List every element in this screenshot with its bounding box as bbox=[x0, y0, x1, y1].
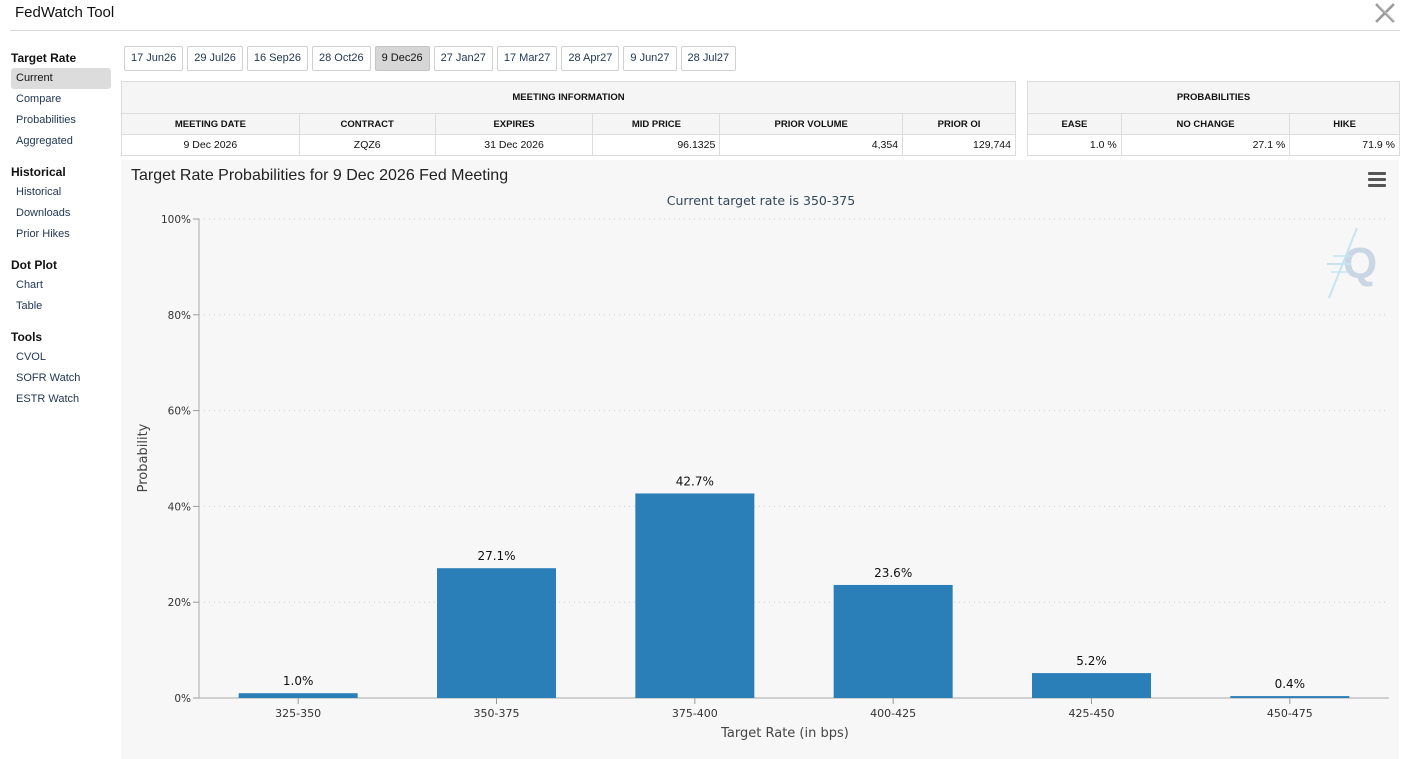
sidebar-gap bbox=[11, 245, 111, 255]
sidebar-item-probabilities[interactable]: Probabilities bbox=[16, 114, 76, 126]
col-contract: CONTRACT bbox=[298, 113, 436, 135]
cell-no-change: 27.1 % bbox=[1120, 134, 1291, 156]
bar-value-label: 0.4% bbox=[1275, 677, 1306, 691]
bar-value-label: 27.1% bbox=[477, 549, 515, 563]
bar-450-475 bbox=[1230, 696, 1350, 698]
chart-subtitle: Current target rate is 350-375 bbox=[666, 193, 856, 208]
chart-panel: Target Rate Probabilities for 9 Dec 2026… bbox=[121, 160, 1399, 759]
cell-hike: 71.9 % bbox=[1289, 134, 1400, 156]
tab-meeting-16-sep26[interactable]: 16 Sep26 bbox=[246, 46, 308, 71]
bar-400-425 bbox=[833, 584, 953, 698]
bar-value-label: 1.0% bbox=[283, 674, 314, 688]
chart-title: Target Rate Probabilities for 9 Dec 2026… bbox=[131, 167, 509, 184]
sidebar-group-title: Tools bbox=[11, 330, 43, 344]
sidebar-item-table[interactable]: Table bbox=[16, 300, 43, 312]
close-icon[interactable] bbox=[1374, 2, 1398, 26]
tab-meeting-17-mar27[interactable]: 17 Mar27 bbox=[496, 46, 558, 71]
y-tick-label: 0% bbox=[174, 693, 191, 705]
tab-meeting-27-jan27[interactable]: 27 Jan27 bbox=[433, 46, 493, 71]
sidebar-item-cvol[interactable]: CVOL bbox=[16, 351, 46, 363]
sidebar-item-compare[interactable]: Compare bbox=[16, 93, 62, 105]
tab-meeting-9-jun27[interactable]: 9 Jun27 bbox=[623, 46, 677, 71]
y-tick-label: 40% bbox=[168, 501, 191, 513]
tab-meeting-17-jun26[interactable]: 17 Jun26 bbox=[124, 46, 184, 71]
cell-ease: 1.0 % bbox=[1027, 134, 1122, 156]
col-no-change: NO CHANGE bbox=[1120, 113, 1291, 135]
col-expires: EXPIRES bbox=[434, 113, 594, 135]
probabilities-table: PROBABILITIES EASE NO CHANGE HIKE 1.0 % … bbox=[1027, 81, 1400, 156]
cell-expires: 31 Dec 2026 bbox=[434, 134, 594, 156]
cell-contract: ZQZ6 bbox=[298, 134, 436, 156]
sidebar-item-sofr-watch[interactable]: SOFR Watch bbox=[16, 372, 81, 384]
col-ease: EASE bbox=[1027, 113, 1122, 135]
app-title: FedWatch Tool bbox=[15, 4, 115, 21]
cell-prior-oi: 129,744 bbox=[902, 134, 1016, 156]
sidebar-item-prior-hikes[interactable]: Prior Hikes bbox=[16, 228, 70, 240]
x-tick-label: 425-450 bbox=[1069, 707, 1115, 720]
x-tick-label: 325-350 bbox=[275, 707, 321, 720]
y-tick-label: 100% bbox=[161, 214, 191, 226]
sidebar-group-title: Dot Plot bbox=[11, 258, 57, 272]
col-prior-oi: PRIOR OI bbox=[902, 113, 1016, 135]
probabilities-header: PROBABILITIES bbox=[1027, 81, 1400, 114]
title-bar: FedWatch Tool bbox=[0, 0, 1406, 31]
tab-meeting-29-jul26[interactable]: 29 Jul26 bbox=[187, 46, 243, 71]
x-tick-label: 450-475 bbox=[1267, 707, 1313, 720]
tab-meeting-28-jul27[interactable]: 28 Jul27 bbox=[680, 46, 737, 71]
x-tick-label: 400-425 bbox=[870, 707, 916, 720]
sidebar-group-title: Target Rate bbox=[11, 51, 77, 65]
meeting-information-header: MEETING INFORMATION bbox=[121, 81, 1016, 114]
col-mid-price: MID PRICE bbox=[592, 113, 721, 135]
probability-bar-chart: 0% 20% 40% 60% 80% 100% 1.0% 325-350 27.1% 350-37… bbox=[136, 214, 1389, 741]
sidebar-item-downloads[interactable]: Downloads bbox=[16, 207, 71, 219]
title-divider bbox=[10, 30, 1400, 31]
sidebar-item-historical[interactable]: Historical bbox=[16, 186, 62, 198]
tab-meeting-28-oct26[interactable]: 28 Oct26 bbox=[311, 46, 371, 71]
table-row: 1.0 % 27.1 % 71.9 % bbox=[1027, 134, 1400, 156]
sidebar-gap bbox=[11, 152, 111, 162]
bar-375-400 bbox=[635, 493, 755, 698]
x-axis-title: Target Rate (in bps) bbox=[720, 726, 849, 741]
tab-meeting-28-apr27[interactable]: 28 Apr27 bbox=[561, 46, 620, 71]
x-tick-label: 375-400 bbox=[672, 707, 718, 720]
cell-mid-price: 96.1325 bbox=[592, 134, 721, 156]
col-prior-volume: PRIOR VOLUME bbox=[719, 113, 904, 135]
y-axis-title: Probability bbox=[136, 423, 151, 492]
meeting-information-table: MEETING INFORMATION MEETING DATE CONTRAC… bbox=[121, 81, 1016, 156]
y-tick-label: 80% bbox=[168, 310, 191, 322]
hamburger-menu-icon[interactable] bbox=[1368, 172, 1386, 188]
sidebar-item-current[interactable]: Current bbox=[11, 68, 111, 89]
table-row: 9 Dec 2026 ZQZ6 31 Dec 2026 96.1325 4,35… bbox=[121, 134, 1016, 156]
col-meeting-date: MEETING DATE bbox=[121, 113, 300, 135]
col-hike: HIKE bbox=[1289, 113, 1400, 135]
sidebar-group-title: Historical bbox=[11, 165, 66, 179]
sidebar-item-estr-watch[interactable]: ESTR Watch bbox=[16, 393, 80, 405]
bar-425-450 bbox=[1032, 673, 1151, 698]
sidebar-gap bbox=[11, 317, 111, 327]
quikstrike-q-logo-icon: Q bbox=[1327, 227, 1377, 299]
cell-meeting-date: 9 Dec 2026 bbox=[121, 134, 300, 156]
bar-value-label: 23.6% bbox=[874, 566, 912, 580]
sidebar-item-chart[interactable]: Chart bbox=[16, 279, 43, 291]
cell-prior-volume: 4,354 bbox=[719, 134, 904, 156]
tab-meeting-9-dec26[interactable]: 9 Dec26 bbox=[374, 46, 430, 71]
bar-350-375 bbox=[437, 568, 556, 698]
bar-value-label: 42.7% bbox=[676, 474, 714, 488]
bar-value-label: 5.2% bbox=[1076, 654, 1107, 668]
bar-325-350 bbox=[238, 693, 358, 698]
sidebar-nav: Target Rate Current Compare Probabilities Ag… bbox=[11, 48, 111, 410]
meeting-tabs: 17 Jun26 29 Jul26 16 Sep26 28 Oct26 9 Dec26 2… bbox=[124, 46, 737, 71]
sidebar-item-aggregated[interactable]: Aggregated bbox=[16, 135, 73, 147]
y-tick-label: 60% bbox=[168, 406, 191, 418]
y-tick-label: 20% bbox=[168, 597, 191, 609]
x-tick-label: 350-375 bbox=[474, 707, 520, 720]
